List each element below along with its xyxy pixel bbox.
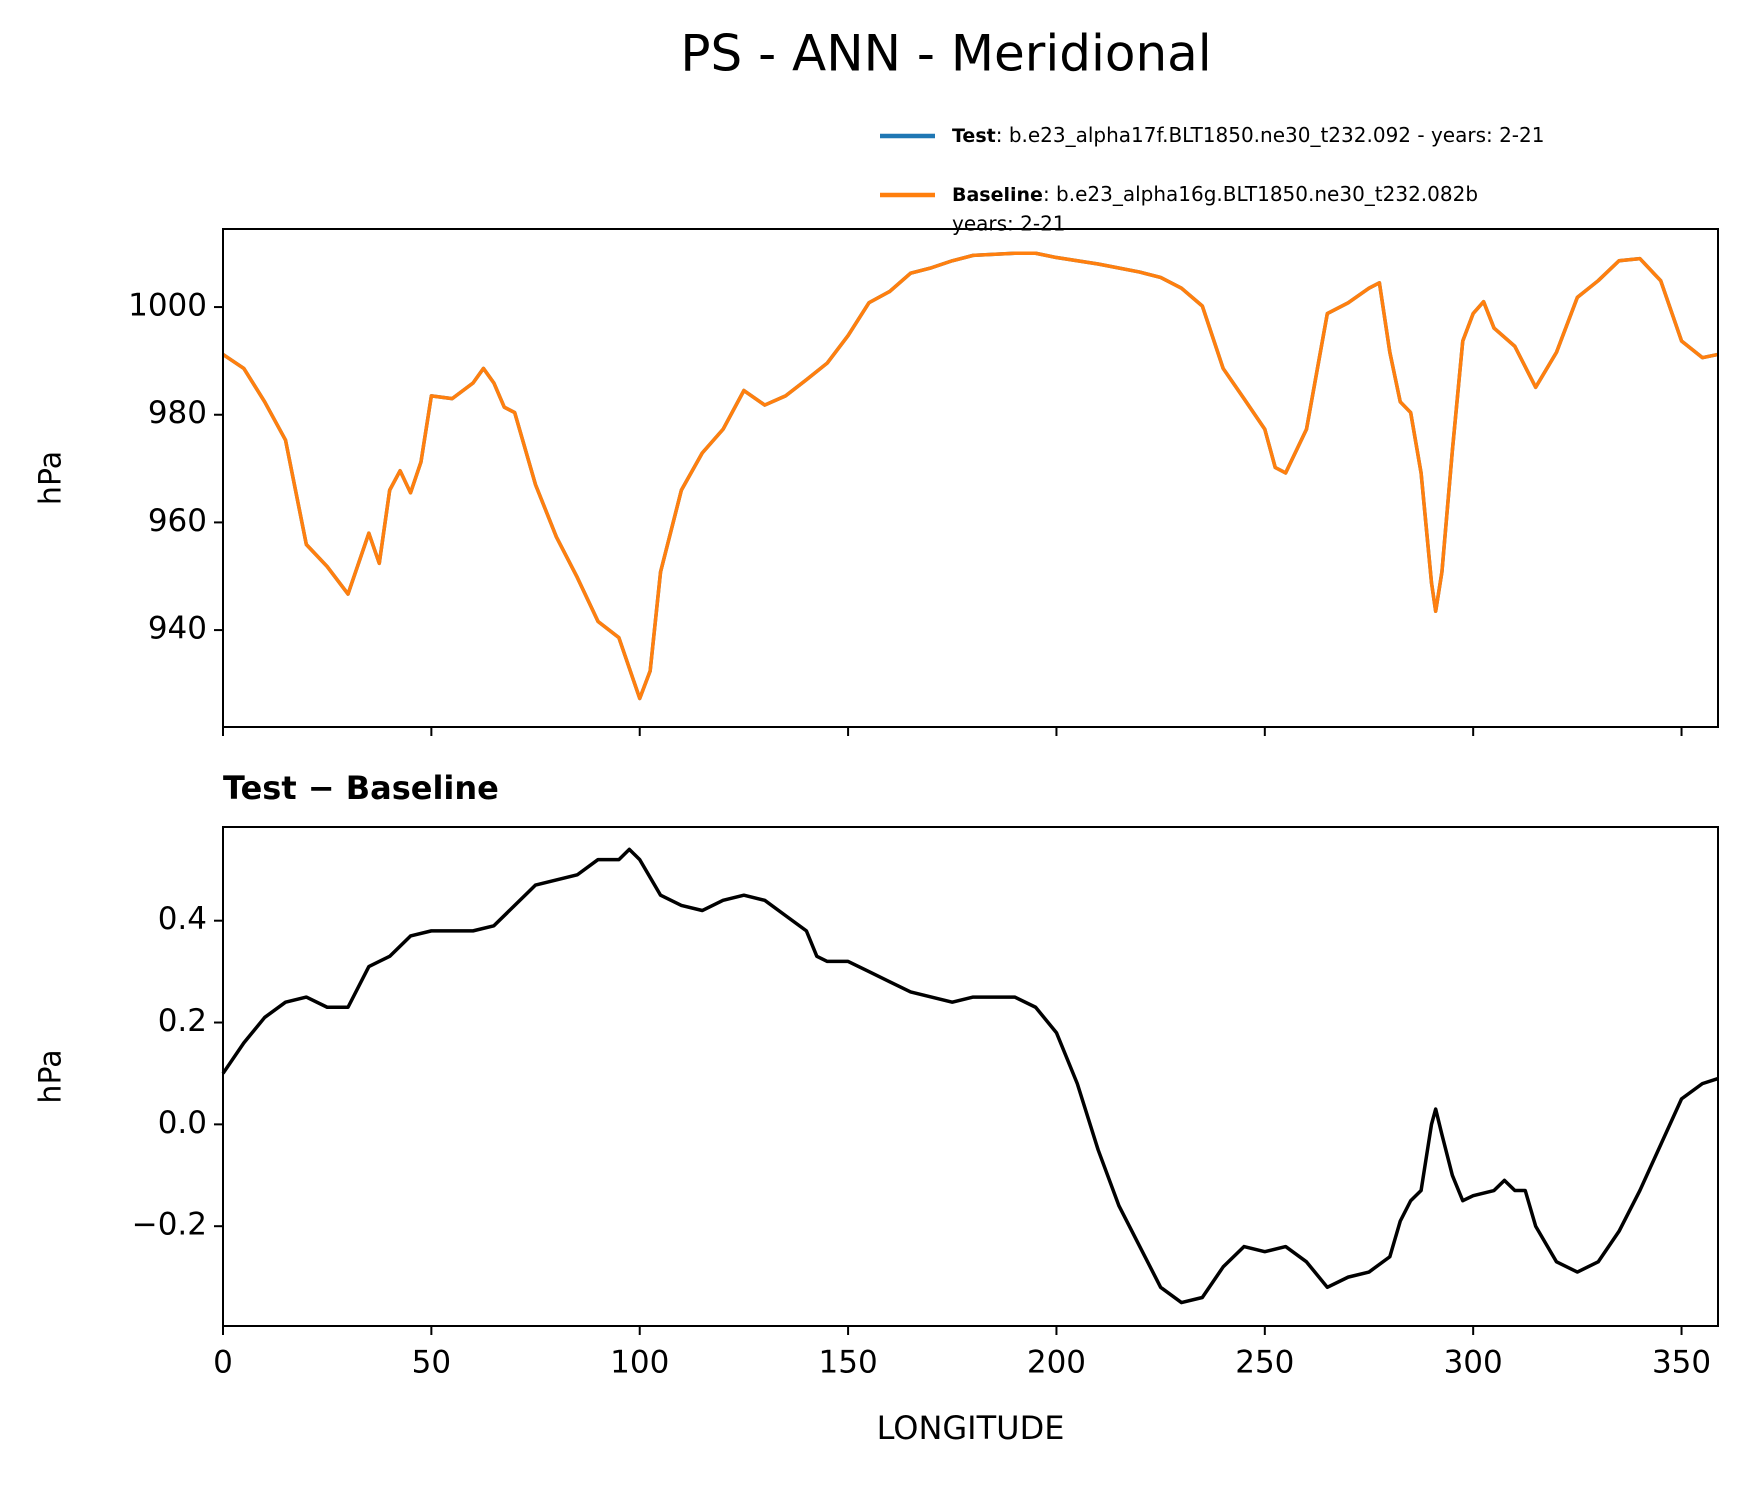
x-tick-label: 200 [1027, 1345, 1086, 1381]
x-tick-label: 300 [1444, 1345, 1503, 1381]
x-axis-label: LONGITUDE [877, 1409, 1065, 1447]
data-line [222, 251, 1719, 701]
chart-title: Test − Baseline [223, 769, 499, 807]
data-line [221, 847, 1719, 1305]
x-tick-label: 0 [213, 1345, 233, 1381]
x-tick-label: 350 [1652, 1345, 1711, 1381]
y-tick-label: 0.4 [158, 901, 207, 937]
legend-name: Baseline [952, 184, 1043, 206]
y-axis-label: hPa [34, 451, 69, 505]
legend-label: Test: b.e23_alpha17f.BLT1850.ne30_t232.0… [952, 123, 1544, 147]
y-tick-label: 1000 [128, 288, 207, 324]
x-tick-label: 150 [819, 1345, 878, 1381]
axes-frame [222, 228, 1719, 728]
y-axis-label: hPa [34, 1049, 69, 1103]
legend-text: : b.e23_alpha17f.BLT1850.ne30_t232.092 -… [996, 123, 1545, 147]
data-line [222, 251, 1719, 701]
y-tick-label: 960 [148, 503, 207, 539]
x-tick-label: 250 [1235, 1345, 1294, 1381]
y-tick-label: −0.2 [132, 1207, 207, 1243]
y-tick-label: 940 [148, 611, 207, 647]
x-tick-label: 100 [610, 1345, 669, 1381]
legend-name: Test [952, 125, 996, 147]
axes-frame [222, 826, 1719, 1327]
y-tick-label: 980 [148, 395, 207, 431]
chart-title: PS - ANN - Meridional [680, 25, 1211, 83]
x-tick-label: 50 [412, 1345, 451, 1381]
legend-text: years: 2-21 [952, 212, 1066, 236]
legend-text: : b.e23_alpha16g.BLT1850.ne30_t232.082b [1043, 182, 1478, 206]
legend-label: Baseline: b.e23_alpha16g.BLT1850.ne30_t2… [952, 182, 1478, 206]
y-tick-label: 0.2 [158, 1003, 207, 1039]
y-tick-label: 0.0 [158, 1105, 207, 1141]
